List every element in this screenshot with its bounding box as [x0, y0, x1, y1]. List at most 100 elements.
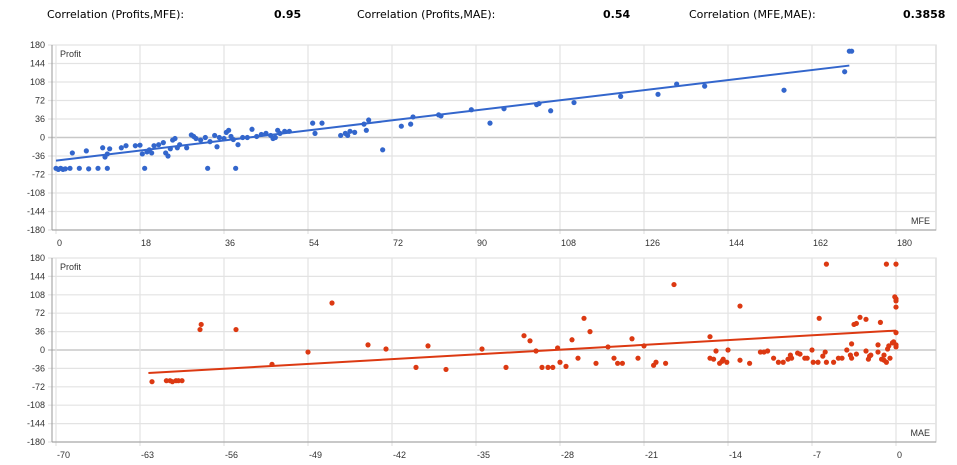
data-point: [487, 120, 493, 126]
data-point: [844, 347, 850, 353]
data-point: [849, 355, 855, 361]
data-point: [853, 351, 860, 357]
data-point: [887, 355, 893, 361]
data-point: [205, 165, 211, 171]
stat-value-mfe-mae: 0.3858: [903, 8, 946, 21]
y-tick-label: 180: [30, 253, 45, 263]
y-tick-label: -36: [32, 151, 45, 161]
y-tick-label: 0: [40, 133, 45, 143]
y-tick-label: 72: [35, 308, 45, 318]
data-point: [539, 364, 545, 370]
y-tick-label: 0: [40, 345, 45, 355]
x-axis-label: MFE: [911, 216, 930, 226]
data-point: [383, 346, 389, 352]
data-point: [233, 165, 239, 171]
data-point: [893, 261, 899, 267]
data-point: [272, 134, 278, 141]
data-point: [149, 379, 155, 385]
data-point: [653, 359, 659, 365]
data-point: [425, 343, 431, 349]
data-point: [172, 135, 178, 142]
data-point: [883, 359, 890, 365]
data-point: [823, 359, 830, 365]
data-point: [545, 364, 551, 370]
data-point: [886, 343, 892, 349]
data-point: [118, 145, 124, 151]
x-tick-label: -56: [225, 450, 238, 460]
x-tick-label: 72: [393, 238, 403, 248]
x-tick-label: 162: [813, 238, 828, 248]
data-point: [725, 347, 731, 353]
data-point: [83, 148, 89, 154]
data-point: [787, 352, 794, 358]
y-axis-label: Profit: [60, 49, 82, 59]
stat-value-profits-mae: 0.54: [603, 8, 631, 21]
data-point: [707, 334, 713, 340]
data-point: [100, 145, 106, 151]
data-point: [747, 360, 753, 366]
data-point: [151, 143, 157, 149]
data-point: [831, 359, 837, 365]
y-tick-label: 108: [30, 290, 45, 300]
x-tick-label: -21: [645, 450, 658, 460]
data-point: [202, 134, 208, 141]
data-point: [711, 356, 717, 362]
x-tick-label: 180: [897, 238, 912, 248]
data-point: [233, 326, 239, 333]
data-point: [216, 134, 222, 141]
y-tick-label: -36: [32, 363, 45, 373]
data-point: [875, 342, 881, 348]
data-point: [305, 349, 311, 355]
data-point: [527, 338, 533, 344]
data-point: [132, 143, 138, 149]
data-point: [785, 356, 791, 362]
x-tick-label: -35: [477, 450, 490, 460]
data-point: [107, 146, 113, 152]
data-point: [214, 144, 220, 150]
data-point: [198, 321, 204, 328]
data-point: [86, 166, 92, 172]
data-point: [893, 304, 899, 310]
data-point: [548, 108, 554, 114]
y-tick-label: -144: [27, 207, 45, 217]
x-tick-label: -14: [729, 450, 742, 460]
data-point: [139, 151, 145, 157]
data-point: [312, 130, 318, 136]
data-point: [398, 123, 404, 129]
data-point: [655, 91, 661, 97]
y-axis-label: Profit: [60, 262, 82, 272]
data-point: [563, 363, 569, 369]
x-tick-label: -7: [813, 450, 821, 460]
data-point: [76, 165, 82, 171]
x-tick-label: 0: [897, 450, 902, 460]
x-tick-label: 90: [477, 238, 487, 248]
data-point: [165, 153, 171, 159]
data-point: [443, 366, 449, 373]
data-point: [95, 165, 101, 171]
data-point: [849, 48, 855, 54]
chart-mfe: 180 144 108 72 36 0 -36 -72 -108 -144 -180 0 18 36 54 7…: [27, 40, 937, 248]
data-point: [62, 166, 68, 172]
stat-label-profits-mae: Correlation (Profits,MAE):: [357, 8, 496, 21]
data-point: [857, 314, 863, 320]
data-point: [611, 355, 617, 361]
x-tick-label: 36: [225, 238, 235, 248]
data-point: [137, 142, 143, 148]
data-point: [868, 352, 874, 358]
data-point: [863, 348, 869, 354]
data-point: [67, 165, 73, 171]
data-point: [366, 117, 372, 123]
data-point: [820, 353, 826, 359]
data-point: [160, 140, 166, 146]
x-tick-label: 108: [561, 238, 576, 248]
data-point: [771, 355, 777, 361]
data-point: [780, 359, 786, 365]
data-point: [156, 142, 162, 148]
y-tick-label: 180: [30, 40, 45, 50]
data-point: [765, 348, 771, 354]
data-point: [823, 261, 830, 267]
data-point: [249, 126, 255, 132]
data-point: [380, 147, 386, 153]
x-tick-label: -49: [309, 450, 322, 460]
